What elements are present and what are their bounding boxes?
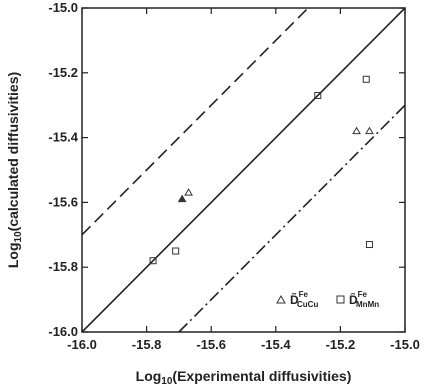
x-tick-label: -15.2 <box>326 337 356 352</box>
square-point <box>362 75 370 83</box>
y-axis-title-rest: (calculated diffusivities) <box>5 72 21 231</box>
y-axis-title-prefix: Log <box>5 242 21 268</box>
axis-ticks: -16.0 -15.8 -15.6 -15.4 -15.2 -15.0 -16.0 -15.8… <box>48 0 419 352</box>
legend-main-cucu: D̃ <box>290 292 299 307</box>
x-tick-label: -15.4 <box>261 337 291 352</box>
reference-line-solid <box>81 7 406 333</box>
y-tick-label: -15.8 <box>48 259 78 274</box>
legend-label-mnmn: D̃Fe MnMn <box>349 290 379 309</box>
square-point <box>365 241 373 249</box>
x-tick-label: -16.0 <box>67 337 97 352</box>
square-point <box>149 257 157 265</box>
y-axis-title-sub: 10 <box>13 231 24 243</box>
y-tick-label: -15.6 <box>48 194 78 209</box>
data-points <box>149 75 374 265</box>
reference-lines <box>81 7 406 333</box>
legend-square-marker <box>336 295 345 304</box>
triangle-point <box>365 126 374 135</box>
legend-sup-mnmn: Fe <box>358 290 368 299</box>
plot-frame <box>81 7 406 333</box>
y-axis-title: Log10(calculated diffusivities) <box>5 72 24 268</box>
legend: D̃Fe CuCu D̃Fe MnMn <box>276 290 379 309</box>
legend-triangle-marker <box>276 294 286 304</box>
legend-sub-cucu: CuCu <box>297 300 318 309</box>
x-axis-title-prefix: Log <box>136 368 162 384</box>
reference-line-dash-dot <box>178 104 406 333</box>
x-tick-label: -15.8 <box>132 337 162 352</box>
y-tick-label: -16.0 <box>48 324 78 339</box>
legend-entry-mnmn: D̃Fe MnMn <box>336 290 379 309</box>
y-tick-label: -15.2 <box>48 65 78 80</box>
x-tick-label: -15.0 <box>390 337 420 352</box>
legend-sup-cucu: Fe <box>299 290 309 299</box>
y-tick-label: -15.0 <box>48 0 78 15</box>
triangle-point <box>352 126 361 135</box>
triangle-point <box>177 194 187 203</box>
y-tick-label: -15.4 <box>48 130 78 145</box>
legend-label-cucu: D̃Fe CuCu <box>290 290 318 309</box>
legend-sub-mnmn: MnMn <box>356 300 379 309</box>
square-point <box>172 247 180 255</box>
x-axis-title-rest: (Experimental diffusivities) <box>172 368 351 384</box>
x-axis-title-sub: 10 <box>161 376 173 387</box>
square-point <box>314 91 322 99</box>
x-axis-title: Log10(Experimental diffusivities) <box>136 368 352 387</box>
legend-entry-cucu: D̃Fe CuCu <box>276 290 318 309</box>
x-tick-label: -15.6 <box>196 337 226 352</box>
triangle-point <box>184 188 193 196</box>
legend-main-mnmn: D̃ <box>349 292 358 307</box>
